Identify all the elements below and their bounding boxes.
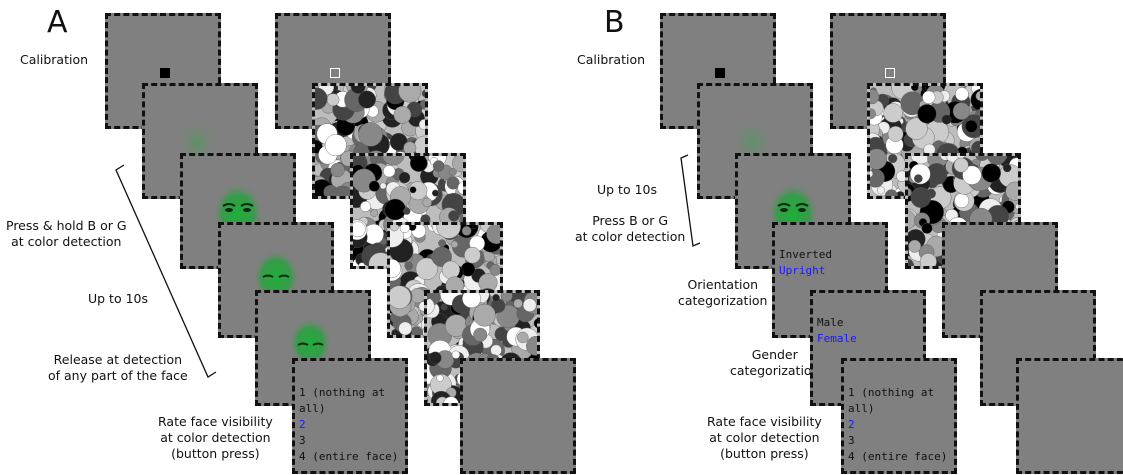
orientation-option-upright: Upright <box>779 264 826 277</box>
release-label: Release at detection of any part of the … <box>48 352 188 384</box>
calibration-label-b: Calibration <box>577 52 646 67</box>
rate-label: Rate face visibility at color detection … <box>158 414 273 462</box>
orientation-options: Inverted Upright <box>779 247 832 279</box>
gender-options: Male Female <box>817 315 857 347</box>
press-label-b: Press B or G at color detection <box>575 213 685 245</box>
orientation-line1: Orientation <box>687 277 759 292</box>
fixation-outline-icon <box>330 68 340 78</box>
rate-label-b: Rate face visibility at color detection … <box>707 414 822 462</box>
panel-a-letter: A <box>47 5 68 40</box>
up-to-label: Up to 10s <box>88 291 148 306</box>
gender-line2: categorization <box>730 363 820 378</box>
press-line1-b: Press B or G <box>592 213 669 228</box>
rate-line2: at color detection <box>160 430 271 445</box>
up-to-label-b: Up to 10s <box>597 182 657 197</box>
press-hold-label: Press & hold B or G at color detection <box>6 218 127 250</box>
orientation-option-inverted: Inverted <box>779 248 832 261</box>
rating-screen-b: 1 (nothing at all) 2 3 4 (entire face) <box>841 358 957 474</box>
gender-option-female: Female <box>817 332 857 345</box>
panel-b-letter: B <box>604 5 625 40</box>
green-face-icon <box>288 317 332 369</box>
blank-screen <box>460 358 576 474</box>
rating-screen: 1 (nothing at all) 2 3 4 (entire face) <box>292 358 408 474</box>
mondrian-pattern-icon <box>908 156 1018 266</box>
release-line1: Release at detection <box>53 352 183 367</box>
press-hold-line1: Press & hold B or G <box>6 218 127 233</box>
fixation-square-icon <box>160 68 170 78</box>
rating-option-3: 3 <box>848 434 855 447</box>
press-line2-b: at color detection <box>575 229 686 244</box>
rate-line3-b: (button press) <box>720 446 809 461</box>
orientation-label: Orientation categorization <box>678 277 767 309</box>
rating-options-b: 1 (nothing at all) 2 3 4 (entire face) <box>848 385 954 465</box>
time-bracket <box>115 164 217 378</box>
press-hold-line2: at color detection <box>11 234 122 249</box>
rate-line1: Rate face visibility <box>158 414 273 429</box>
calibration-label: Calibration <box>20 52 89 67</box>
release-line2: of any part of the face <box>48 368 188 383</box>
rating-option-1: 1 (nothing at all) <box>848 386 935 415</box>
gender-option-male: Male <box>817 316 844 329</box>
rating-option-4: 4 (entire face) <box>299 450 399 463</box>
rating-option-2: 2 <box>848 418 855 431</box>
rating-options: 1 (nothing at all) 2 3 4 (entire face) <box>299 385 405 465</box>
rating-option-1: 1 (nothing at all) <box>299 386 386 415</box>
rating-option-4: 4 (entire face) <box>848 450 948 463</box>
fixation-square-icon <box>715 68 725 78</box>
rate-line3: (button press) <box>171 446 260 461</box>
fixation-outline-icon <box>885 68 895 78</box>
orientation-line2: categorization <box>678 293 768 308</box>
rate-line2-b: at color detection <box>709 430 820 445</box>
gender-line1: Gender <box>751 347 798 362</box>
rating-option-2: 2 <box>299 418 306 431</box>
rate-line1-b: Rate face visibility <box>707 414 822 429</box>
gender-label: Gender categorization <box>730 347 819 379</box>
time-bracket-b <box>680 154 701 247</box>
rating-option-3: 3 <box>299 434 306 447</box>
blank-screen <box>1016 358 1123 474</box>
